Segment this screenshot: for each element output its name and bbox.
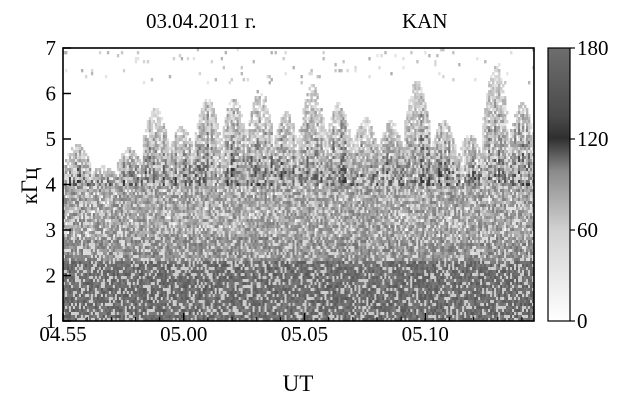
x-tick-label: 05.00	[160, 322, 207, 346]
colorbar-axis: 0 60 120 180	[570, 36, 609, 333]
y-axis: 1 2 3 4 5 6 7	[46, 36, 71, 333]
colorbar-tick-label: 180	[577, 36, 609, 60]
x-tick-label: 04.55	[39, 322, 86, 346]
colorbar	[547, 47, 571, 322]
y-tick-label: 6	[46, 82, 57, 106]
spectrogram-heatmap	[63, 48, 535, 322]
x-axis-title: UT	[283, 371, 314, 396]
y-tick-label: 5	[46, 127, 57, 151]
chart-date: 03.04.2011 г.	[146, 9, 256, 33]
colorbar-tick-label: 0	[577, 309, 588, 333]
y-axis-title: кГц	[17, 168, 42, 205]
colorbar-tick-label: 120	[577, 127, 609, 151]
y-tick-label: 2	[46, 264, 57, 288]
x-axis: 04.55 05.00 05.05 05.10	[39, 313, 523, 346]
y-tick-label: 7	[46, 36, 57, 60]
y-tick-label: 4	[46, 173, 57, 197]
colorbar-tick-label: 60	[577, 218, 598, 242]
y-tick-label: 3	[46, 218, 57, 242]
station-label: KAN	[402, 9, 448, 33]
x-tick-label: 05.05	[281, 322, 328, 346]
x-tick-label: 05.10	[402, 322, 449, 346]
y-tick-label: 1	[46, 309, 57, 333]
